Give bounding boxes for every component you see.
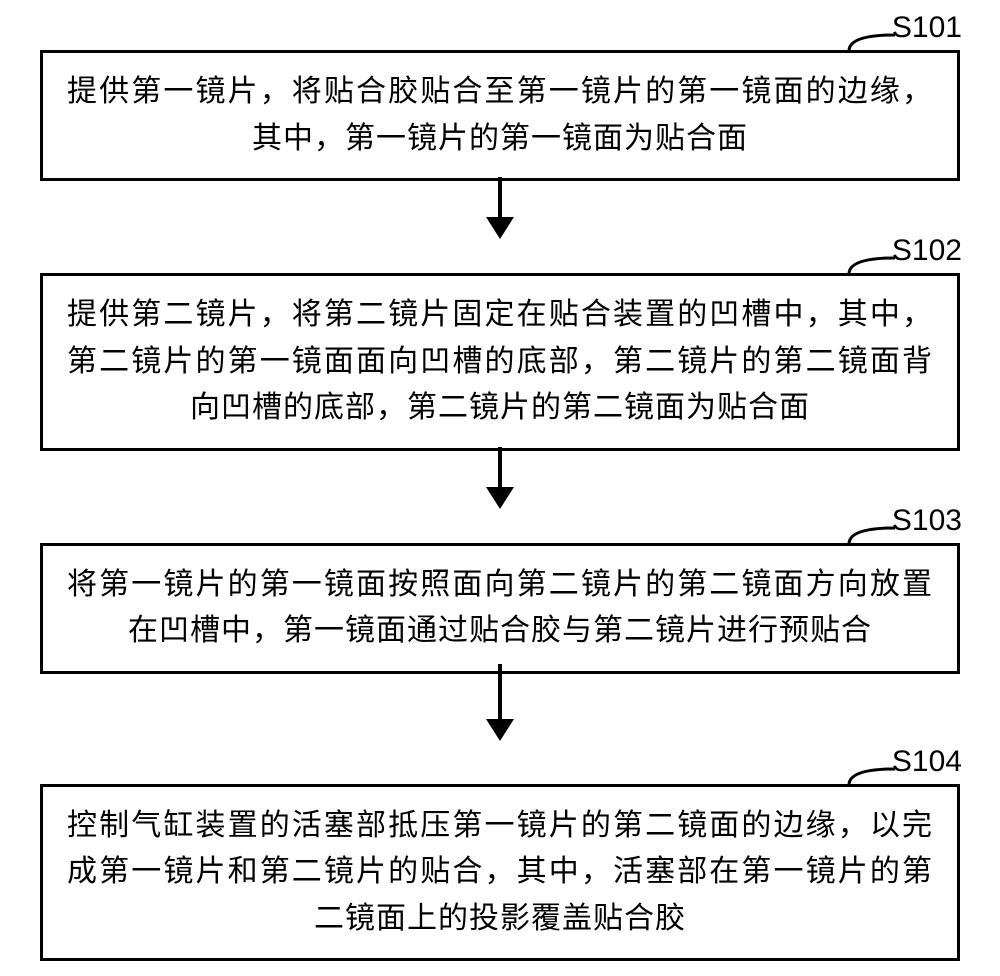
step-label: S101	[892, 11, 962, 45]
step-box-s101: S101 提供第一镜片，将贴合胶贴合至第一镜片的第一镜面的边缘，其中，第一镜片的…	[40, 50, 960, 181]
step-label: S102	[892, 234, 962, 268]
label-hook-icon	[847, 33, 897, 53]
step-text: 控制气缸装置的活塞部抵压第一镜片的第二镜面的边缘，以完成第一镜片和第二镜片的贴合…	[67, 803, 933, 943]
step-text: 提供第一镜片，将贴合胶贴合至第一镜片的第一镜面的边缘，其中，第一镜片的第一镜面为…	[67, 69, 933, 162]
step-text: 提供第二镜片，将第二镜片固定在贴合装置的凹槽中，其中，第二镜片的第一镜面面向凹槽…	[67, 292, 933, 432]
step-box-s104: S104 控制气缸装置的活塞部抵压第一镜片的第二镜面的边缘，以完成第一镜片和第二…	[40, 784, 960, 962]
label-hook-icon	[847, 256, 897, 276]
step-text: 将第一镜片的第一镜面按照面向第二镜片的第二镜面方向放置在凹槽中，第一镜面通过贴合…	[67, 562, 933, 655]
flowchart-container: S101 提供第一镜片，将贴合胶贴合至第一镜片的第一镜面的边缘，其中，第一镜片的…	[0, 0, 1000, 961]
step-box-s103: S103 将第一镜片的第一镜面按照面向第二镜片的第二镜面方向放置在凹槽中，第一镜…	[40, 543, 960, 674]
step-label: S104	[892, 745, 962, 779]
step-label: S103	[892, 504, 962, 538]
step-box-s102: S102 提供第二镜片，将第二镜片固定在贴合装置的凹槽中，其中，第二镜片的第一镜…	[40, 273, 960, 451]
label-hook-icon	[847, 526, 897, 546]
label-hook-icon	[847, 767, 897, 787]
